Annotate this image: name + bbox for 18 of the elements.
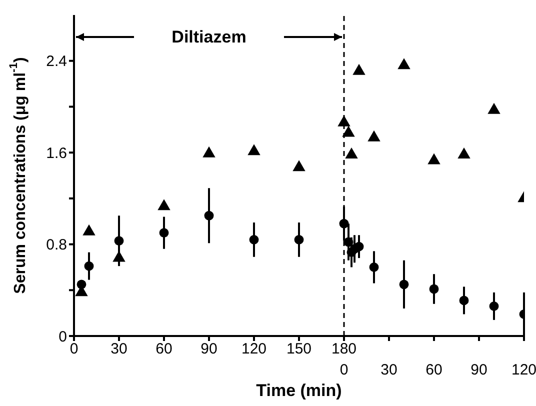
x-tick-label: 30	[110, 340, 128, 358]
x-tick-label: 180	[331, 340, 357, 358]
x-tick-label: 150	[286, 340, 312, 358]
y-tick-label: 0	[58, 328, 67, 346]
x-tick-label: 0	[70, 340, 78, 358]
x2-tick-label: 30	[380, 362, 398, 378]
x2-tick-label: 120	[511, 362, 536, 378]
y-tick-label: 0.8	[46, 236, 67, 254]
y-tick-label: 1.6	[46, 144, 67, 162]
x2-tick-label: 90	[470, 362, 488, 378]
y-tick-label: 2.4	[46, 53, 67, 70]
x2-tick-label: 60	[426, 362, 442, 378]
x-tick-label: 60	[156, 340, 172, 358]
x-tick-label: 90	[200, 340, 218, 358]
annotation: Diltiazem	[172, 28, 246, 46]
x2-tick-label: 0	[340, 362, 348, 378]
x-tick-label: 120	[241, 340, 267, 358]
x-axis-title: Time (min)	[256, 381, 342, 400]
